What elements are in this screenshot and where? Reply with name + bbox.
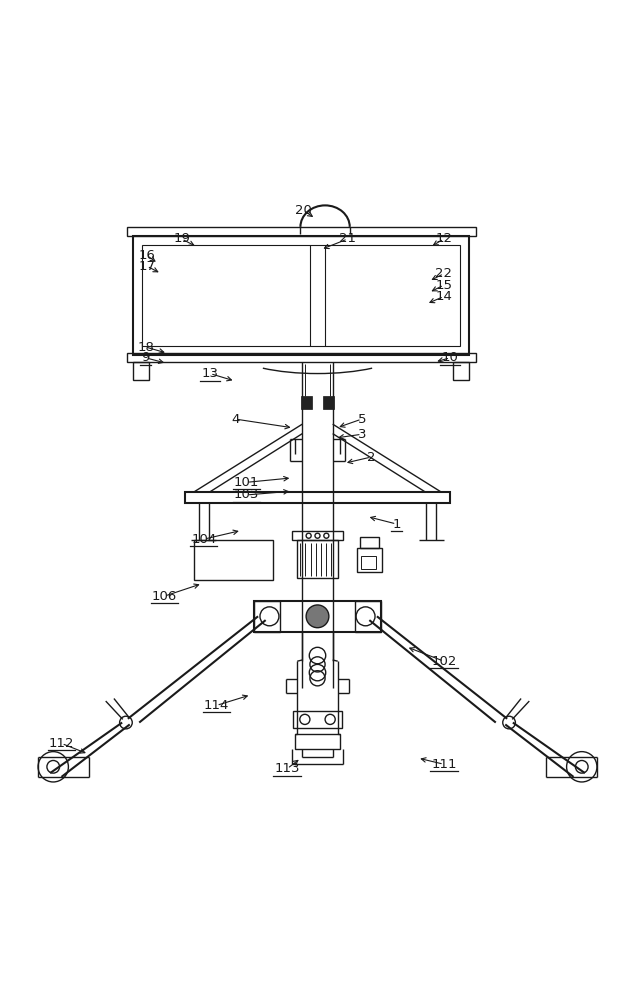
Text: 2: 2 <box>367 451 375 464</box>
Text: 20: 20 <box>295 204 312 217</box>
Text: 101: 101 <box>234 476 259 489</box>
Text: 16: 16 <box>138 249 155 262</box>
Text: 104: 104 <box>191 533 217 546</box>
Text: 3: 3 <box>358 428 366 441</box>
Text: 22: 22 <box>436 267 453 280</box>
Text: 19: 19 <box>173 232 190 245</box>
Bar <box>295 734 340 749</box>
Text: 5: 5 <box>358 413 366 426</box>
Bar <box>356 601 381 632</box>
Text: 102: 102 <box>431 655 457 668</box>
Circle shape <box>306 605 329 628</box>
Text: 114: 114 <box>204 699 229 712</box>
Text: 106: 106 <box>152 590 177 603</box>
Text: 1: 1 <box>392 518 401 531</box>
Text: 21: 21 <box>339 232 356 245</box>
Bar <box>254 601 279 632</box>
Bar <box>361 556 377 569</box>
Text: 18: 18 <box>137 341 154 354</box>
Text: 112: 112 <box>49 737 74 750</box>
Bar <box>323 396 334 409</box>
Text: 4: 4 <box>231 413 239 426</box>
Text: 103: 103 <box>234 488 259 501</box>
Text: 14: 14 <box>436 290 452 303</box>
Bar <box>293 711 342 728</box>
Bar <box>194 540 273 580</box>
Bar <box>301 396 312 409</box>
Text: 17: 17 <box>138 260 156 273</box>
Bar <box>360 537 379 548</box>
Bar <box>126 353 476 362</box>
Text: 113: 113 <box>274 762 300 775</box>
Bar <box>185 492 450 503</box>
Bar <box>126 227 476 236</box>
Text: 111: 111 <box>431 758 457 771</box>
Bar <box>254 601 381 632</box>
Bar <box>297 540 338 578</box>
Bar <box>357 548 382 572</box>
Text: 13: 13 <box>201 367 218 380</box>
Bar <box>453 362 469 380</box>
Text: 15: 15 <box>436 279 453 292</box>
Text: 10: 10 <box>442 351 458 364</box>
Text: 9: 9 <box>142 351 150 364</box>
Bar <box>292 531 344 540</box>
Bar <box>142 245 460 346</box>
Bar <box>133 236 469 355</box>
Bar <box>133 362 149 380</box>
Text: 12: 12 <box>436 232 453 245</box>
